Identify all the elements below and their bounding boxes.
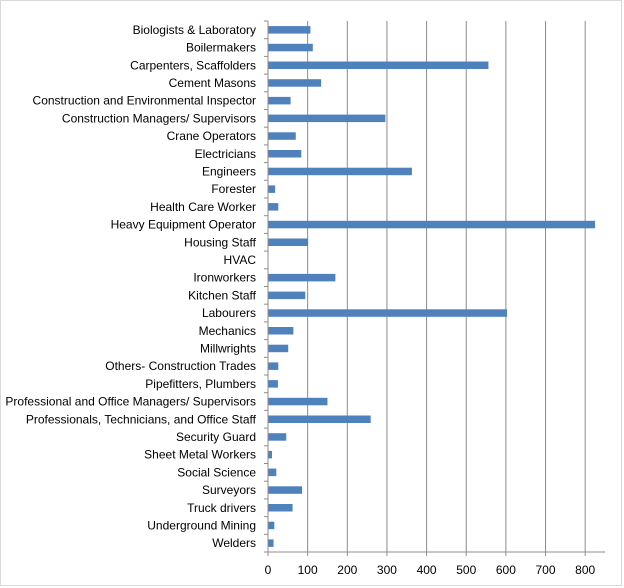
bar [268,450,272,459]
x-tick-label: 0 [265,563,272,577]
category-label: Others- Construction Trades [105,359,256,373]
bar [268,309,508,317]
bar [268,238,309,246]
bar [268,362,279,370]
category-label: Underground Mining [147,518,256,532]
x-tick-label: 700 [536,563,556,577]
category-label: Housing Staff [184,235,256,249]
bar [268,150,302,158]
category-label: Engineers [202,164,256,178]
bar [268,433,287,441]
category-label: Professionals, Technicians, and Office S… [26,412,257,426]
category-label: Mechanics [199,324,256,338]
category-label: Health Care Worker [150,200,256,214]
x-tick-label: 500 [456,563,476,577]
axes [264,20,605,556]
x-tick-label: 300 [377,563,397,577]
bar [268,521,275,530]
x-tick-label: 200 [337,563,357,577]
category-label: Surveyors [202,483,256,497]
x-tick-label: 600 [496,563,516,577]
category-label: Construction Managers/ Supervisors [62,111,256,125]
bar [268,185,276,193]
category-label: Electricians [195,147,256,161]
category-label: Forester [211,182,256,196]
x-tick-label: 100 [298,563,318,577]
bar [268,43,313,52]
category-label: Construction and Environmental Inspector [33,94,256,108]
category-label: Crane Operators [167,129,256,143]
category-label: Welders [212,536,256,550]
category-label: Social Science [177,465,256,479]
category-label: Security Guard [176,430,256,444]
bar [268,273,336,282]
category-label: Heavy Equipment Operator [111,218,256,232]
bar [268,380,278,388]
bar [268,26,311,34]
bar [268,397,328,406]
bar [268,114,386,123]
bar [268,203,279,211]
bar [268,327,294,335]
category-label: Carpenters, Scaffolders [130,58,256,72]
bar [268,220,596,229]
bar [268,96,291,105]
category-label: Labourers [202,306,256,320]
gridlines [307,21,586,552]
bar [268,167,412,176]
bar [268,486,303,494]
category-label: HVAC [224,253,257,267]
category-label: Millwrights [200,341,256,355]
bar [268,504,293,512]
bar [268,61,489,69]
bar [268,468,277,477]
category-label: Professional and Office Managers/ Superv… [5,395,256,409]
category-label: Kitchen Staff [188,288,256,302]
x-tick-label: 400 [417,563,437,577]
category-label: Sheet Metal Workers [144,448,256,462]
category-label: Ironworkers [193,271,256,285]
bars [268,26,596,547]
category-label: Pipefitters, Plumbers [145,377,256,391]
category-label: Boilermakers [186,41,256,55]
bar [268,79,322,87]
bar [268,132,296,140]
bar [268,539,274,547]
bar [268,415,371,423]
category-labels: Biologists & Laboratory Boilermakers Carpe… [5,23,256,550]
tick-labels: 0 100 200 300 400 500 600 700 800 [265,563,596,577]
category-label: Truck drivers [187,501,256,515]
bar [268,291,306,300]
category-label: Biologists & Laboratory [133,23,256,37]
category-label: Cement Masons [169,76,256,90]
bar [268,344,289,353]
x-tick-label: 800 [575,563,595,577]
